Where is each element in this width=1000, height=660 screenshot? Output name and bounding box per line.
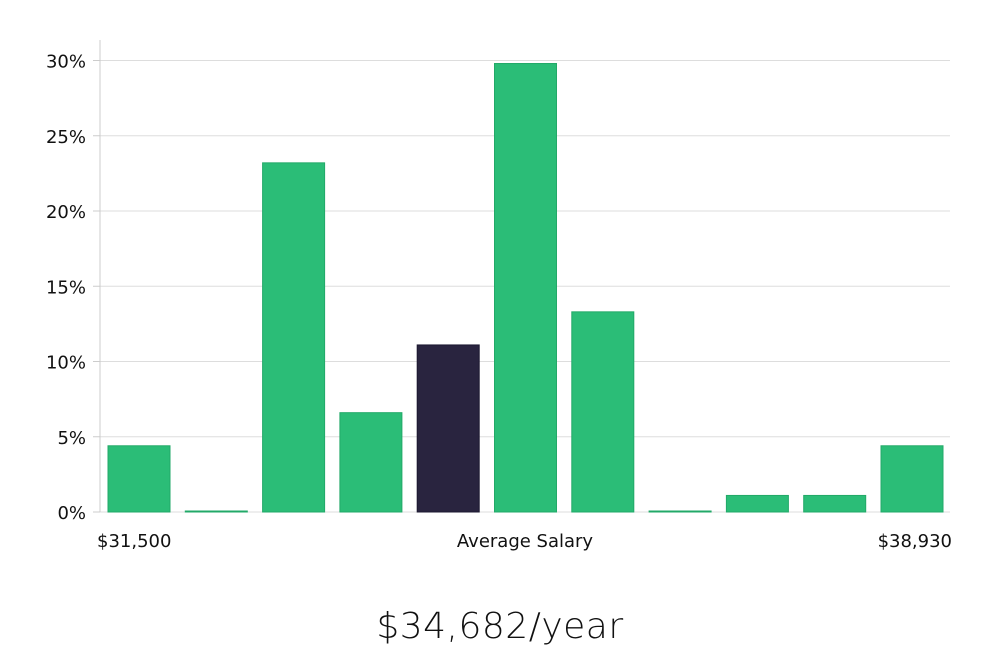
y-tick-label: 5%	[57, 428, 86, 449]
y-tick-label: 30%	[46, 52, 86, 73]
bar	[262, 162, 326, 513]
bar	[339, 412, 403, 513]
bar	[725, 494, 789, 513]
bar	[184, 510, 248, 513]
salary-histogram: 0% 5% 10% 15% 20% 25% 30% $31,500 Average Sala…	[46, 40, 952, 552]
y-tick-label: 25%	[46, 127, 86, 148]
y-tick-label: 20%	[46, 202, 86, 223]
x-label-max: $38,930	[878, 531, 952, 552]
bar-average-highlight	[416, 344, 480, 513]
x-label-average: Average Salary	[457, 531, 594, 552]
bar	[571, 311, 635, 513]
y-tick-label: 10%	[46, 353, 86, 374]
y-tick-label: 0%	[57, 503, 86, 524]
bar	[107, 445, 171, 513]
bar	[803, 494, 867, 513]
bars	[107, 63, 944, 513]
x-label-min: $31,500	[97, 531, 171, 552]
y-tick-label: 15%	[46, 277, 86, 298]
bar	[648, 510, 712, 513]
average-salary-value: $34,682/year	[376, 606, 624, 647]
bar	[494, 63, 557, 513]
y-axis-ticks: 0% 5% 10% 15% 20% 25% 30%	[46, 52, 100, 524]
bar	[880, 445, 944, 513]
